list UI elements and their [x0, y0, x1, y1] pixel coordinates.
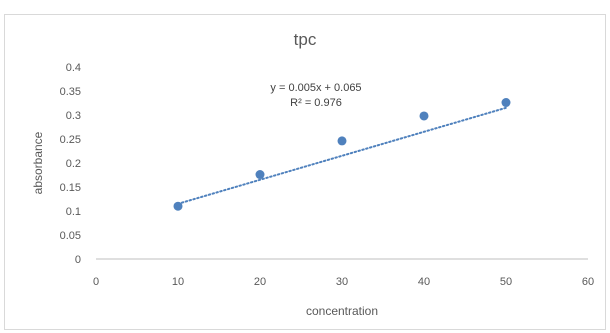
- y-tick-label: 0.4: [66, 62, 81, 74]
- x-tick-label: 20: [254, 276, 266, 288]
- data-point: [255, 170, 265, 180]
- x-tick-label: 10: [172, 276, 184, 288]
- data-point: [419, 111, 429, 121]
- data-points: [173, 98, 511, 211]
- chart-title: tpc: [294, 30, 317, 49]
- x-tick-label: 40: [418, 276, 430, 288]
- trendline-equation: y = 0.005x + 0.065: [270, 82, 361, 94]
- data-point: [501, 98, 511, 108]
- data-point: [337, 136, 347, 146]
- x-tick-label: 30: [336, 276, 348, 288]
- x-tick-label: 0: [93, 276, 99, 288]
- y-tick-label: 0.15: [60, 182, 81, 194]
- data-point: [173, 201, 183, 211]
- y-tick-label: 0.05: [60, 230, 81, 242]
- y-tick-label: 0.3: [66, 110, 81, 122]
- y-tick-label: 0.35: [60, 86, 81, 98]
- x-tick-label: 60: [582, 276, 594, 288]
- y-tick-label: 0.2: [66, 158, 81, 170]
- x-axis-title: concentration: [306, 304, 378, 318]
- y-tick-label: 0: [75, 254, 81, 266]
- y-axis-title: absorbance: [31, 131, 45, 194]
- trendline: [177, 106, 507, 205]
- trendline-r2: R² = 0.976: [290, 97, 342, 109]
- y-tick-label: 0.1: [66, 206, 81, 218]
- chart-frame: [4, 14, 606, 330]
- y-axis-ticks: 0 0.05 0.1 0.15 0.2 0.25 0.3 0.35 0.4: [60, 62, 81, 266]
- x-tick-label: 50: [500, 276, 512, 288]
- y-tick-label: 0.25: [60, 134, 81, 146]
- x-axis-ticks: 0 10 20 30 40 50 60: [93, 276, 594, 288]
